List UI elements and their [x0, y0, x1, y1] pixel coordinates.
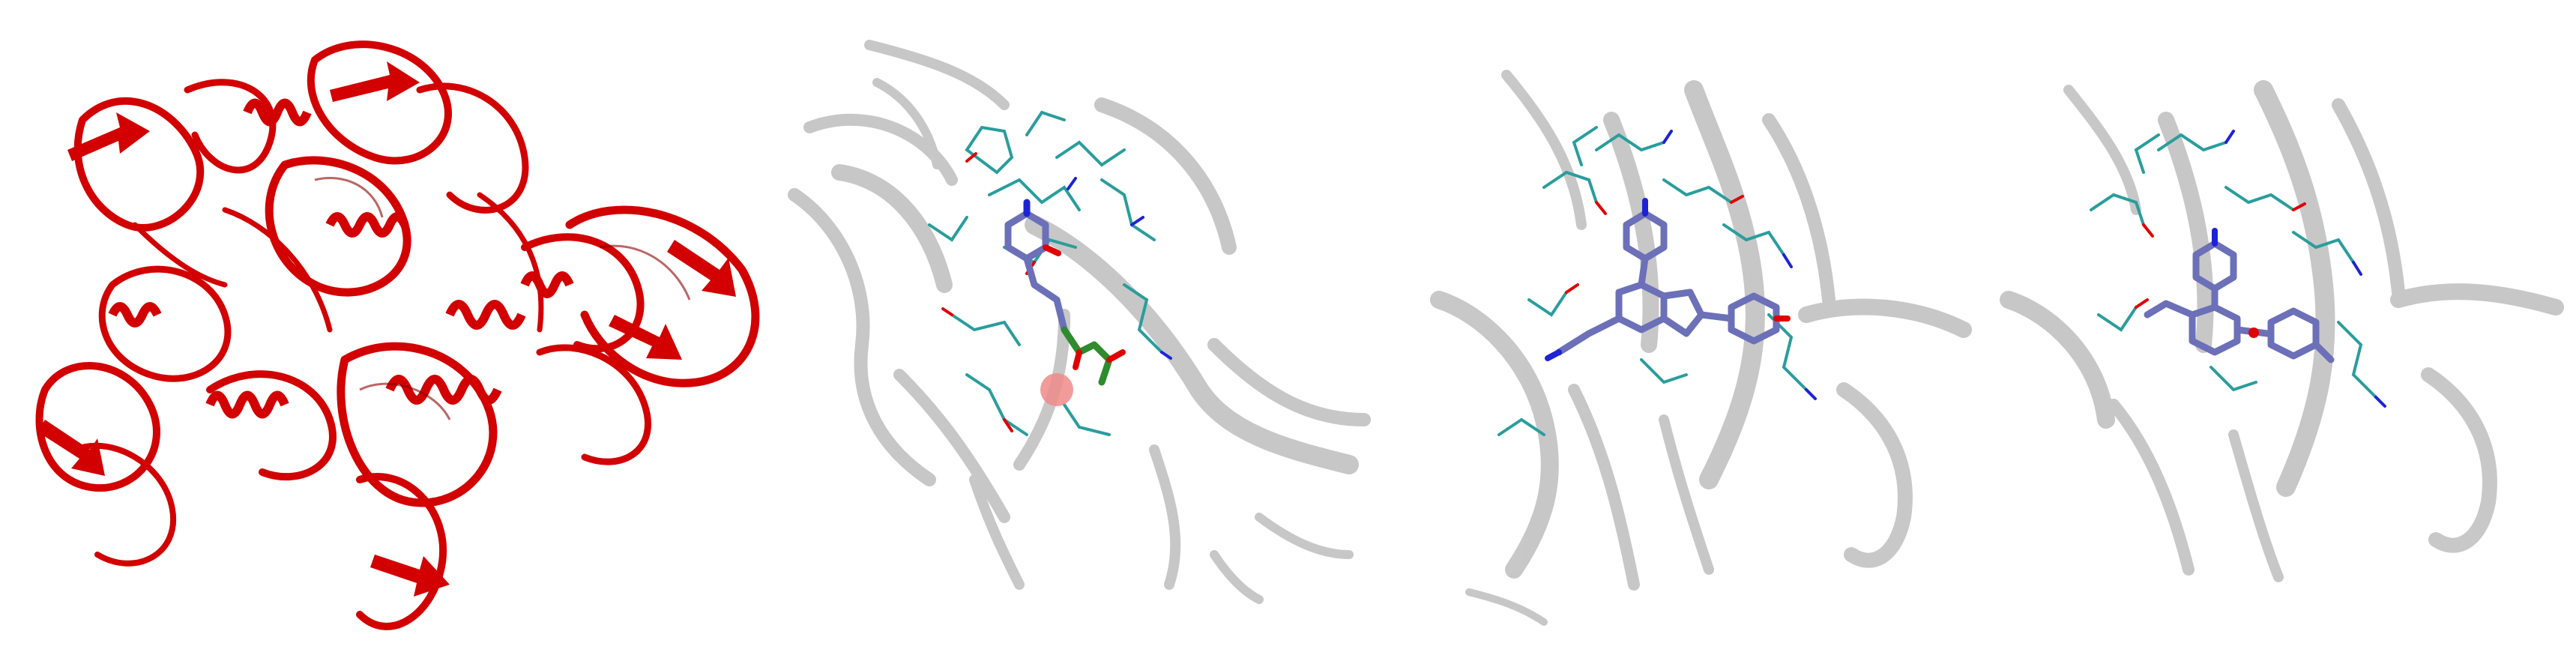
binding-site-svg-4 — [2000, 80, 2564, 582]
binding-site-panel-4 — [1979, 0, 2576, 667]
binding-site-svg-2 — [788, 40, 1371, 604]
binding-site-panel-2 — [779, 0, 1394, 667]
binding-site-svg-3 — [1430, 70, 1972, 626]
protein-ribbon-overview — [0, 0, 779, 667]
ion-sphere — [1040, 373, 1073, 406]
binding-site-panel-3 — [1394, 0, 1979, 667]
protein-ribbon-svg — [35, 40, 760, 630]
